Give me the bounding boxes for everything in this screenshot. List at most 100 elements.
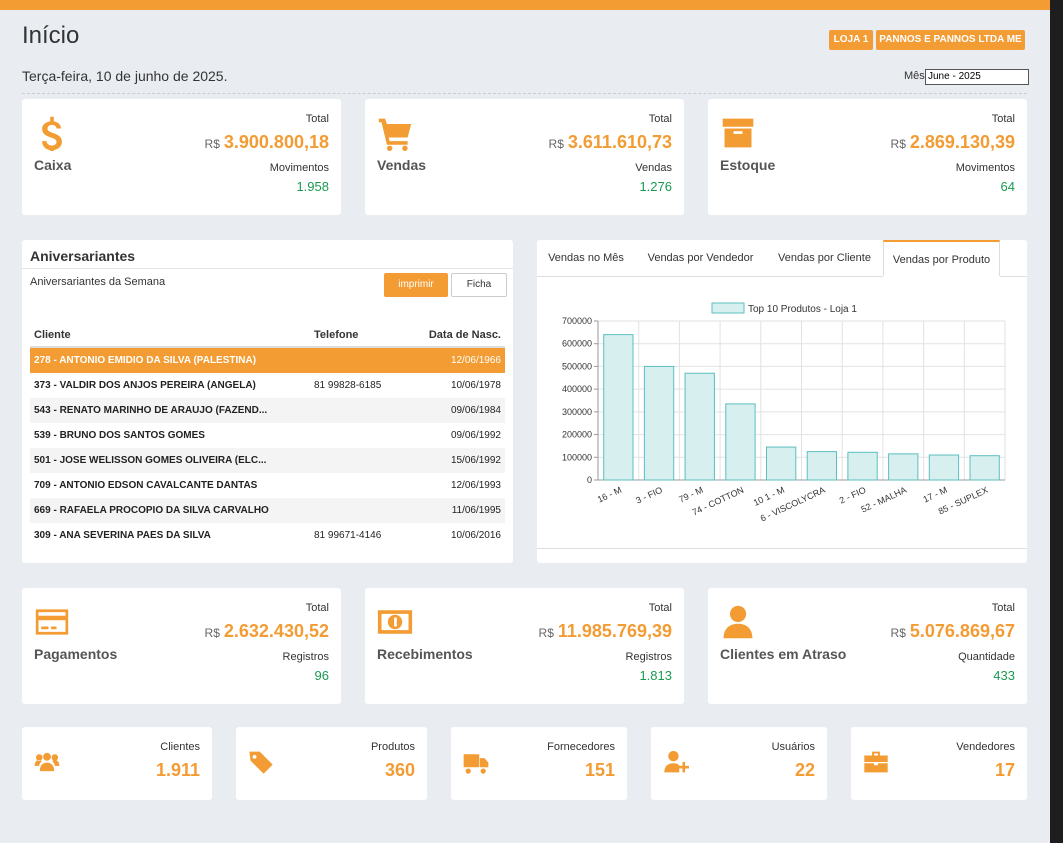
panel-subtitle: Aniversariantes da Semana [30, 276, 166, 288]
icon [42, 116, 62, 151]
table-cell: 539 - BRUNO DOS SANTOS GOMES [34, 430, 205, 441]
count-value: 1.911 [155, 760, 200, 780]
count-card: Produtos 360 [236, 727, 427, 800]
total-label: Total [648, 602, 672, 614]
table-row: 539 - BRUNO DOS SANTOS GOMES 09/06/1992 [30, 423, 505, 448]
total-label: Total [991, 113, 1015, 125]
card-label: Caixa [34, 157, 72, 173]
total-line: R$ 3.611.610,73 [549, 132, 672, 153]
table-cell: 309 - ANA SEVERINA PAES DA SILVA [34, 530, 211, 541]
table-cell: 12/06/1966 [450, 355, 501, 366]
sub-value: 433 [993, 668, 1015, 683]
count-card: Vendedores 17 [851, 727, 1027, 800]
sub-label: Movimentos [269, 162, 329, 174]
count-card: Clientes 1.911 [22, 727, 212, 800]
x-tick-label: 3 - FIO [634, 485, 664, 506]
total-label: Total [305, 602, 329, 614]
button-print[interactable]: imprimir [384, 273, 448, 297]
icon-shape [723, 605, 753, 639]
tab[interactable]: Vendas por Produto [883, 240, 1000, 276]
icon [723, 605, 753, 639]
count-label: Vendedores [956, 741, 1015, 753]
icon [35, 609, 69, 635]
month-select[interactable]: June - 2025 [925, 69, 1029, 85]
table-cell: 709 - ANTONIO EDSON CAVALCANTE DANTAS [34, 480, 258, 491]
bar [928, 454, 960, 481]
sub-value: 1.813 [639, 668, 672, 683]
y-tick-label: 700000 [562, 316, 592, 326]
column-header: Telefone [314, 329, 359, 341]
card-label: Recebimentos [377, 646, 473, 662]
x-tick-label: 79 - M [677, 485, 704, 505]
table-cell: 09/06/1992 [450, 430, 501, 441]
count-label: Fornecedores [547, 741, 615, 753]
icon-shape [463, 754, 489, 774]
count-label: Clientes [160, 741, 200, 753]
card-label: Clientes em Atraso [720, 646, 847, 662]
badge: LOJA 1 [829, 30, 873, 50]
table-cell: 278 - ANTONIO EMIDIO DA SILVA (PALESTINA… [34, 355, 257, 366]
summary-card: Clientes em Atraso Total R$ 5.076.869,67 Qua… [708, 588, 1027, 704]
page-title: Início [22, 22, 80, 49]
sub-value: 64 [1000, 179, 1015, 194]
sub-value: 96 [314, 668, 329, 683]
icon-shape [664, 750, 689, 773]
bar [847, 451, 878, 481]
x-tick-label: 52 - MALHA [859, 485, 908, 515]
icon-shape [864, 751, 888, 773]
summary-card: Vendas Total R$ 3.611.610,73 Vendas 1.276 [365, 99, 684, 215]
table-cell: 543 - RENATO MARINHO DE ARAUJO (FAZEND..… [34, 405, 268, 416]
column-header: Data de Nasc. [428, 329, 501, 341]
card-label: Estoque [720, 157, 776, 173]
button-ficha[interactable]: Ficha [451, 273, 507, 297]
tab[interactable]: Vendas no Mês [548, 252, 624, 264]
sub-label: Movimentos [955, 162, 1015, 174]
icon-shape [377, 610, 413, 634]
count-label: Produtos [370, 741, 415, 753]
table-row: 373 - VALDIR DOS ANJOS PEREIRA (ANGELA) 8… [30, 373, 505, 398]
currency: R$ [548, 137, 564, 151]
sub-label: Registros [282, 651, 329, 663]
total-line: R$ 11.985.769,39 [539, 621, 672, 642]
y-tick-label: 400000 [562, 384, 592, 394]
icon-shape [41, 626, 57, 630]
column-header: Cliente [34, 329, 71, 341]
panel-title: Aniversariantes [30, 248, 136, 264]
bar [725, 403, 756, 481]
currency: R$ [890, 137, 906, 151]
icon [463, 754, 489, 774]
bar [969, 455, 1000, 481]
tab[interactable]: Vendas por Vendedor [647, 252, 754, 264]
month-value: June - 2025 [928, 71, 981, 82]
y-tick-label: 500000 [562, 361, 592, 371]
currency: R$ [890, 626, 906, 640]
card-label: Pagamentos [34, 646, 118, 662]
total-line: R$ 5.076.869,67 [891, 621, 1015, 642]
total-value: 11.985.769,39 [557, 621, 672, 641]
icon [34, 752, 60, 772]
date: Terça-feira, 10 de junho de 2025. [22, 68, 228, 84]
badge: PANNOS E PANNOS LTDA ME [876, 30, 1025, 50]
summary-card: Estoque Total R$ 2.869.130,39 Movimentos 64 [708, 99, 1027, 215]
icon [249, 751, 273, 774]
currency: R$ [538, 626, 554, 640]
icon-shape [249, 751, 273, 774]
count-card: Fornecedores 151 [451, 727, 627, 800]
count-value: 151 [584, 760, 615, 780]
sub-label: Vendas [635, 162, 672, 174]
summary-card: Pagamentos Total R$ 2.632.430,52 Registros 96 [22, 588, 341, 704]
table-row: 278 - ANTONIO EMIDIO DA SILVA (PALESTINA… [30, 348, 505, 373]
table-cell: 501 - JOSE WELISSON GOMES OLIVEIRA (ELC.… [34, 455, 267, 466]
currency: R$ [204, 137, 220, 151]
legend-label: Top 10 Produtos - Loja 1 [748, 304, 857, 315]
tab-line [1000, 276, 1027, 277]
bar [765, 446, 797, 481]
tab[interactable]: Vendas por Cliente [778, 252, 871, 264]
total-label: Total [305, 113, 329, 125]
table-cell: 669 - RAFAELA PROCOPIO DA SILVA CARVALHO [34, 505, 269, 516]
icon [378, 118, 412, 151]
total-line: R$ 3.900.800,18 [205, 132, 329, 153]
total-value: 3.611.610,73 [567, 132, 672, 152]
bar [806, 451, 838, 481]
